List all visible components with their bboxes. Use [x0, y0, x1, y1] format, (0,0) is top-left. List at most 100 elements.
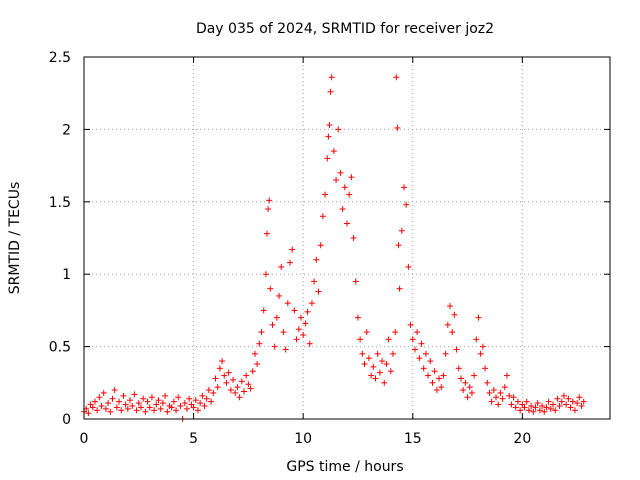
data-point — [269, 321, 276, 328]
data-point — [287, 259, 294, 266]
data-point — [381, 379, 388, 386]
data-point — [359, 350, 366, 357]
data-point — [337, 169, 344, 176]
data-point — [390, 350, 397, 357]
data-point — [249, 368, 256, 375]
data-point — [473, 336, 480, 343]
data-point — [278, 263, 285, 270]
x-tick-label: 20 — [513, 431, 531, 447]
data-point — [284, 300, 291, 307]
data-point — [457, 375, 464, 382]
data-point — [396, 285, 403, 292]
data-point — [503, 372, 510, 379]
data-point — [409, 336, 416, 343]
data-point — [455, 365, 462, 372]
data-point — [94, 407, 101, 414]
data-point — [569, 398, 576, 405]
data-point — [411, 346, 418, 353]
data-point — [238, 378, 245, 385]
data-point — [317, 242, 324, 249]
data-point — [484, 379, 491, 386]
data-point — [216, 365, 223, 372]
data-point — [506, 392, 513, 399]
data-point — [550, 401, 557, 408]
x-tick-label: 15 — [404, 431, 422, 447]
data-point — [425, 372, 432, 379]
data-point — [387, 368, 394, 375]
data-point — [442, 350, 449, 357]
data-point — [131, 391, 138, 398]
data-point — [89, 404, 96, 411]
data-point — [444, 321, 451, 328]
data-point — [304, 308, 311, 315]
data-point — [324, 155, 331, 162]
data-point — [541, 408, 548, 415]
data-point — [433, 387, 440, 394]
data-point — [164, 408, 171, 415]
data-point — [420, 365, 427, 372]
data-point — [208, 398, 215, 405]
data-point — [181, 400, 188, 407]
data-point — [251, 350, 258, 357]
data-point — [107, 408, 114, 415]
data-point — [273, 314, 280, 321]
data-point — [155, 397, 162, 404]
data-point — [372, 375, 379, 382]
data-point — [247, 385, 254, 392]
x-tick-label: 0 — [80, 431, 89, 447]
data-point — [403, 201, 410, 208]
data-point — [361, 360, 368, 367]
data-point — [146, 404, 153, 411]
data-point — [508, 401, 515, 408]
data-point — [210, 389, 217, 396]
data-point — [289, 246, 296, 253]
data-point — [490, 387, 497, 394]
data-point — [565, 395, 572, 402]
data-point — [414, 329, 421, 336]
data-point — [431, 368, 438, 375]
data-point — [225, 369, 232, 376]
data-point — [416, 355, 423, 362]
data-point — [297, 314, 304, 321]
data-point — [438, 384, 445, 391]
data-point — [398, 227, 405, 234]
y-axis-label: SRMTID / TECUs — [7, 182, 23, 295]
data-point — [234, 384, 241, 391]
data-point — [186, 395, 193, 402]
data-point — [563, 401, 570, 408]
data-point — [468, 389, 475, 396]
data-point — [365, 355, 372, 362]
data-point — [302, 320, 309, 327]
data-point — [534, 400, 541, 407]
x-axis-label: GPS time / hours — [286, 459, 403, 475]
y-tick-label: 1.5 — [49, 195, 71, 211]
data-point — [493, 394, 500, 401]
data-point — [116, 398, 123, 405]
data-point — [341, 184, 348, 191]
data-point — [311, 278, 318, 285]
data-point — [400, 184, 407, 191]
data-point — [395, 242, 402, 249]
data-point — [295, 326, 302, 333]
data-point — [221, 372, 228, 379]
data-point — [157, 405, 164, 412]
data-point — [486, 389, 493, 396]
data-point — [368, 372, 375, 379]
data-point — [576, 394, 583, 401]
data-point — [168, 404, 175, 411]
data-point — [477, 350, 484, 357]
data-point — [137, 404, 144, 411]
data-point — [379, 358, 386, 365]
data-point — [517, 407, 524, 414]
chart-title: Day 035 of 2024, SRMTID for receiver joz… — [196, 21, 494, 37]
data-point — [543, 404, 550, 411]
data-point — [267, 285, 274, 292]
data-point — [440, 372, 447, 379]
data-point — [100, 389, 107, 396]
data-point — [201, 402, 208, 409]
data-point — [567, 404, 574, 411]
y-tick-label: 0.5 — [49, 340, 71, 356]
data-point — [357, 336, 364, 343]
data-point — [135, 400, 142, 407]
plot-frame — [83, 56, 611, 420]
